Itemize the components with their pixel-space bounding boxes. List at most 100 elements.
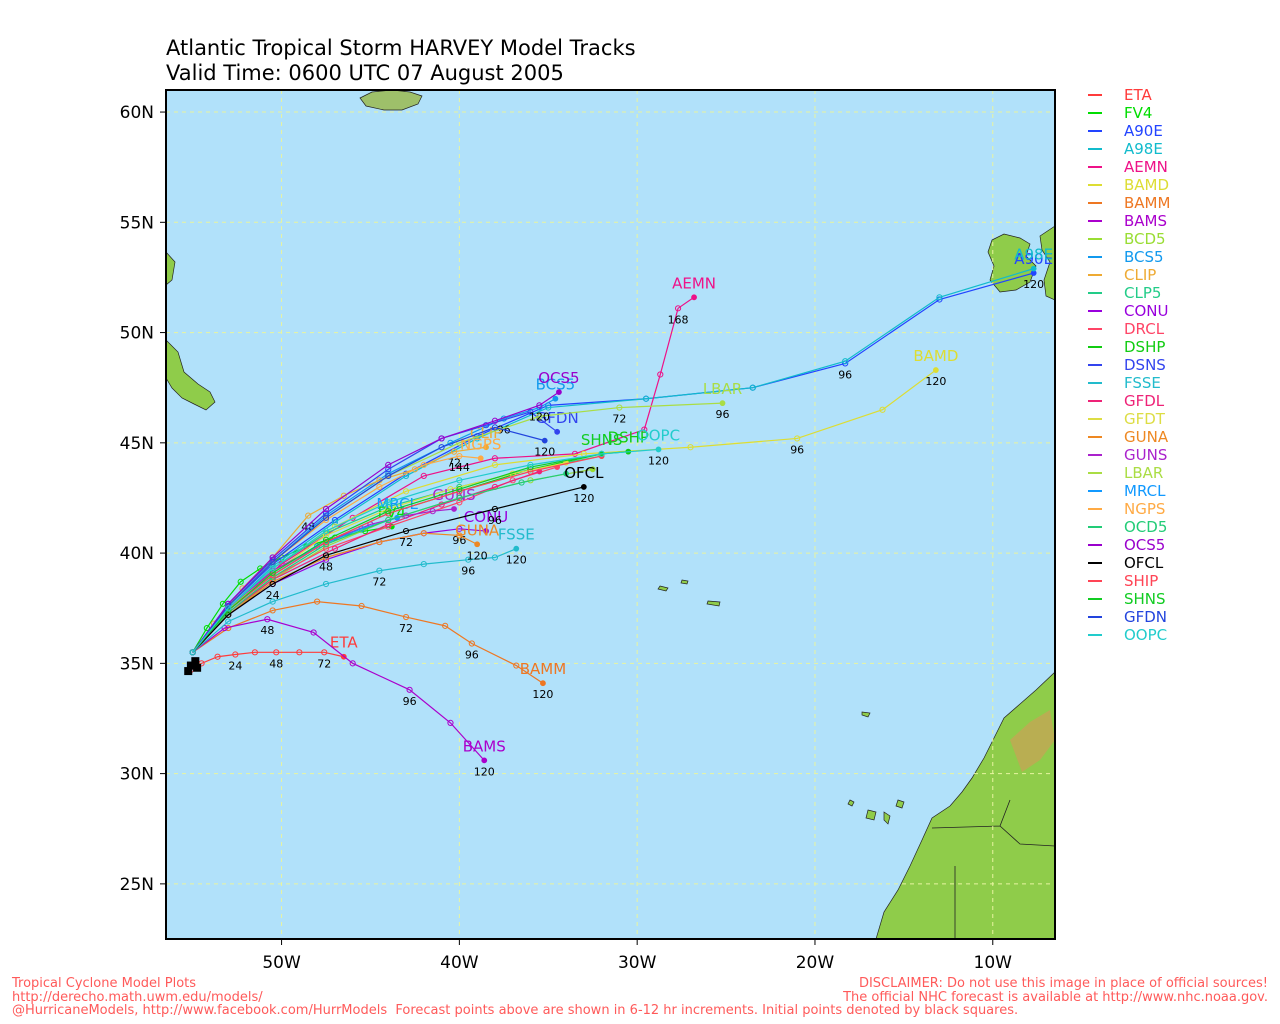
track-line (192, 453, 602, 653)
forecast-point (314, 598, 321, 605)
track-line (192, 486, 584, 653)
legend-swatch (1088, 472, 1102, 474)
legend-label: CONU (1124, 302, 1169, 320)
legend-swatch (1088, 454, 1102, 456)
track-end-label: BAMD (913, 347, 958, 365)
track-end-label: A98E (1014, 246, 1053, 264)
legend-swatch (1088, 112, 1102, 114)
forecast-point (936, 294, 943, 301)
legend-item-clp5: CLP5 (1088, 284, 1268, 302)
forecast-point (358, 602, 365, 610)
forecast-point (580, 484, 587, 490)
forecast-hour-label: 120 (1023, 278, 1044, 291)
legend-item-bamd: BAMD (1088, 176, 1268, 194)
legend-label: GUNS (1124, 446, 1168, 464)
legend-item-a98e: A98E (1088, 140, 1268, 158)
legend-label: GFDT (1124, 410, 1165, 428)
forecast-point (687, 444, 694, 451)
forecast-point (456, 525, 463, 532)
forecast-point (657, 371, 664, 378)
forecast-point (420, 461, 427, 468)
forecast-hour-label: 72 (372, 576, 386, 589)
ocean-background (166, 90, 1055, 939)
forecast-point (322, 505, 330, 513)
legend-swatch (1088, 508, 1102, 510)
legend-label: DRCL (1124, 320, 1165, 338)
forecast-point (491, 417, 499, 424)
legend-item-dshp: DSHP (1088, 338, 1268, 356)
legend-item-oopc: OOPC (1088, 626, 1268, 644)
map-title: Atlantic Tropical Storm HARVEY Model Tra… (166, 36, 636, 86)
legend-item-gfdt: GFDT (1088, 410, 1268, 428)
forecast-hour-label: 120 (529, 410, 550, 423)
forecast-point (225, 611, 232, 618)
track-end-label: SHNS (581, 431, 623, 449)
forecast-point (273, 649, 280, 656)
forecast-point (655, 446, 662, 453)
forecast-hour-label: 72 (399, 536, 413, 549)
lon-tick-label: 10W (974, 953, 1013, 973)
forecast-hour-label: 168 (668, 313, 689, 326)
forecast-point (674, 305, 682, 312)
forecast-point (481, 757, 488, 764)
forecast-hour-label: 120 (573, 492, 594, 505)
forecast-point (456, 499, 463, 506)
forecast-point (438, 435, 445, 442)
forecast-hour-label: 96 (716, 408, 730, 421)
forecast-point (221, 624, 228, 632)
lon-tick-label: 40W (440, 953, 479, 973)
forecast-point (527, 468, 534, 475)
legend-item-a90e: A90E (1088, 122, 1268, 140)
forecast-hour-label: 96 (488, 514, 502, 527)
track-end-label: BCS5 (536, 376, 576, 394)
legend-swatch (1088, 256, 1102, 258)
legend-label: BAMS (1124, 212, 1168, 230)
forecast-point (491, 424, 499, 431)
forecast-hour-label: 120 (506, 554, 527, 567)
track-oopc: 120 OOPC (189, 426, 680, 656)
forecast-point (269, 554, 276, 561)
initial-point-square (191, 657, 200, 666)
forecast-point (269, 607, 276, 614)
forecast-hour-label: 96 (790, 443, 804, 456)
legend-swatch (1088, 544, 1102, 546)
forecast-point (447, 719, 454, 726)
forecast-point (239, 585, 246, 592)
track-end-label: NGPS (460, 435, 501, 453)
forecast-point (468, 640, 475, 647)
plot-frame (165, 89, 1056, 940)
forecast-point (376, 567, 383, 574)
track-end-label: MRCL (376, 495, 418, 513)
forecast-point (483, 444, 489, 451)
legend-label: GUNA (1124, 428, 1169, 446)
track-end-label: ETA (330, 634, 358, 652)
forecast-point (269, 598, 276, 605)
forecast-point (719, 400, 726, 407)
lat-tick-label: 30N (120, 765, 154, 785)
forecast-point (402, 488, 410, 495)
title-line1: Atlantic Tropical Storm HARVEY Model Tra… (166, 36, 636, 60)
forecast-point (536, 402, 543, 409)
forecast-point (225, 618, 232, 625)
forecast-point (420, 561, 427, 568)
forecast-point (491, 455, 499, 462)
legend-label: FV4 (1124, 104, 1153, 122)
forecast-point (442, 622, 449, 629)
forecast-point (269, 565, 276, 572)
legend-label: BAMD (1124, 176, 1170, 194)
forecast-point (589, 466, 596, 473)
legend-swatch (1088, 598, 1102, 600)
forecast-hour-label: 24 (228, 660, 242, 673)
forecast-point (349, 660, 356, 667)
legend-swatch (1088, 364, 1102, 366)
legend-label: LBAR (1124, 464, 1164, 482)
track-line (192, 600, 544, 684)
grid-lines (166, 90, 1055, 939)
legend-label: SHNS (1124, 590, 1166, 608)
forecast-hour-label: 120 (474, 765, 495, 778)
forecast-point (385, 499, 392, 506)
track-fsse: 72 96 120 FSSE (189, 526, 535, 656)
forecast-point (322, 514, 330, 521)
legend-label: GFDL (1124, 392, 1165, 410)
